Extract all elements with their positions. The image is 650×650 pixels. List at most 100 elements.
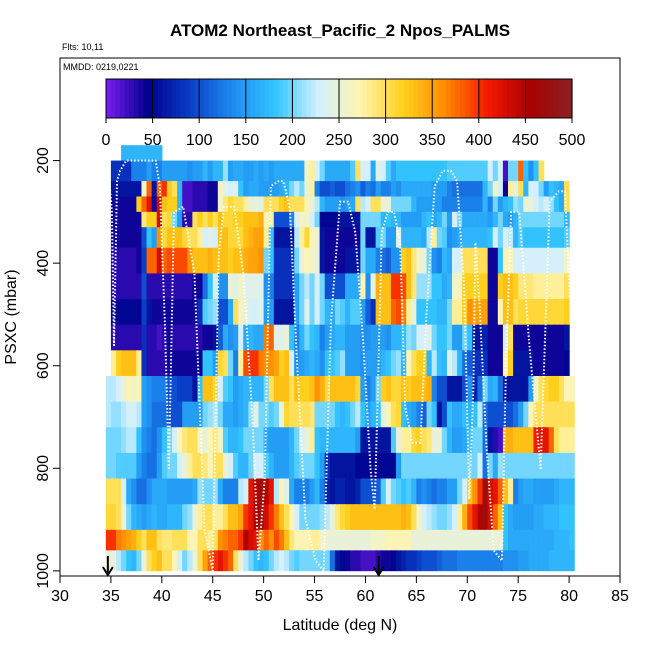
heatmap-cell [355, 299, 361, 325]
heatmap-cell [502, 529, 509, 551]
heatmap-cell [523, 529, 529, 551]
colorbar-swatch [450, 79, 457, 118]
heatmap-cell [253, 550, 260, 572]
heatmap-cell [553, 211, 560, 228]
heatmap-cell [177, 273, 183, 300]
heatmap-cell [172, 375, 178, 402]
heatmap-cell [421, 247, 428, 274]
heatmap-cell [533, 504, 540, 531]
heatmap-cell [543, 247, 550, 274]
colorbar-tick-label: 50 [144, 132, 162, 149]
heatmap-cell [441, 529, 448, 551]
heatmap-cell [380, 504, 387, 531]
heatmap-cell [329, 273, 336, 300]
heatmap-cell [411, 227, 417, 249]
heatmap-cell [518, 181, 524, 197]
heatmap-cell [564, 529, 570, 551]
heatmap-cell [304, 196, 311, 213]
heatmap-cell [172, 529, 178, 551]
heatmap-cell [365, 160, 372, 182]
heatmap-cell [166, 478, 173, 505]
heatmap-cell [238, 181, 244, 197]
heatmap-cell [156, 529, 163, 551]
heatmap-cell [126, 273, 132, 300]
heatmap-cell [497, 452, 504, 479]
heatmap-cell [467, 160, 473, 182]
heatmap-cell [304, 160, 311, 182]
heatmap-cell [508, 452, 514, 479]
heatmap-cell [350, 247, 356, 274]
heatmap-cell [258, 375, 265, 402]
heatmap-cell [294, 504, 300, 531]
heatmap-cell [350, 504, 356, 531]
heatmap-cell [146, 196, 153, 213]
heatmap-cell [141, 324, 148, 351]
arrow-head [102, 566, 114, 577]
heatmap-cell [309, 452, 316, 479]
heatmap-cell [217, 504, 224, 531]
heatmap-cell [467, 324, 473, 351]
heatmap-cell [329, 529, 336, 551]
heatmap-cell [380, 375, 387, 402]
heatmap-cell [375, 452, 382, 479]
heatmap-cell [151, 273, 158, 300]
heatmap-cell [472, 160, 479, 182]
heatmap-cell [482, 196, 489, 213]
heatmap-cell [523, 427, 529, 454]
colorbar-swatch [334, 79, 340, 118]
heatmap-cell [172, 550, 178, 572]
heatmap-cell [508, 196, 514, 213]
heatmap-cell [340, 181, 346, 197]
colorbar-tick-label: 250 [326, 132, 353, 149]
heatmap-cell [268, 160, 275, 182]
heatmap-cell [222, 550, 229, 572]
heatmap-cell [375, 247, 382, 274]
heatmap-cell [334, 478, 341, 505]
heatmap-cell [467, 273, 473, 300]
heatmap-cell [436, 196, 443, 213]
heatmap-cell [212, 181, 219, 197]
heatmap-cell [355, 504, 361, 531]
heatmap-cell [105, 427, 112, 454]
heatmap-cell [278, 375, 285, 402]
heatmap-cell [268, 196, 275, 213]
heatmap-cell [110, 299, 117, 325]
heatmap-cell [172, 478, 178, 505]
heatmap-cell [222, 273, 229, 300]
heatmap-cell [319, 504, 326, 531]
heatmap-cell [319, 181, 326, 197]
heatmap-cell [172, 181, 178, 197]
heatmap-cell [390, 375, 397, 402]
heatmap-cell [502, 324, 509, 351]
heatmap-cell [238, 350, 244, 377]
heatmap-cell [360, 427, 367, 454]
heatmap-cell [345, 211, 351, 228]
heatmap-cell [380, 196, 387, 213]
heatmap-cell [110, 227, 117, 249]
heatmap-cell [492, 211, 499, 228]
x-tick-label: 60 [357, 588, 375, 605]
heatmap-cell [446, 181, 453, 197]
heatmap-cell [217, 550, 224, 572]
heatmap-cell [487, 324, 494, 351]
heatmap-cell [324, 273, 331, 300]
heatmap-cell [233, 350, 239, 377]
heatmap-cell [487, 350, 494, 377]
colorbar-swatch [497, 79, 503, 118]
heatmap-cell [166, 273, 173, 300]
heatmap-cell [548, 427, 555, 454]
colorbar-swatch [231, 79, 238, 118]
heatmap-cell [110, 350, 117, 377]
heatmap-cell [192, 299, 199, 325]
heatmap-cell [467, 427, 473, 454]
heatmap-cell [289, 273, 295, 300]
heatmap-cell [166, 452, 173, 479]
heatmap-cell [146, 550, 153, 572]
heatmap-cell [523, 227, 529, 249]
heatmap-cell [258, 211, 265, 228]
heatmap-cell [396, 478, 402, 505]
heatmap-cell [497, 299, 504, 325]
heatmap-cell [360, 375, 367, 402]
heatmap-cell [482, 529, 489, 551]
colorbar-swatch [544, 79, 550, 118]
